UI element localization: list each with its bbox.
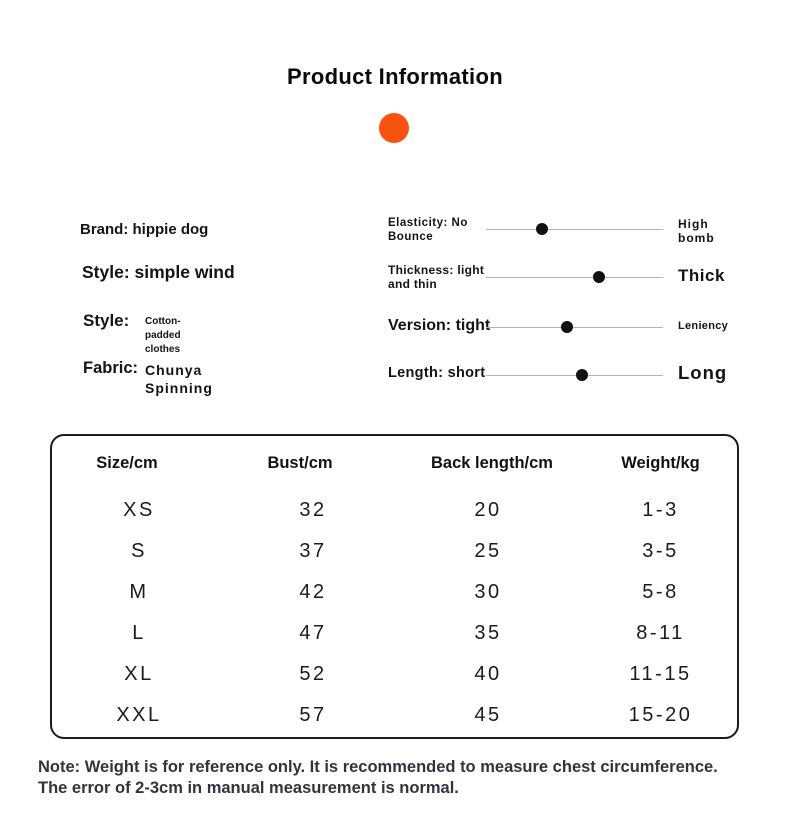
style-text: Style: simple wind: [82, 262, 235, 282]
slider-right-label: Thick: [678, 266, 725, 285]
table-cell: 37: [299, 540, 327, 562]
slider-row-thickness: Thickness: light and thin Thick: [388, 257, 750, 303]
column-header: Size/cm: [96, 453, 158, 472]
column-header: Weight/kg: [621, 453, 700, 472]
table-body: XS 32 20 1-3 S 37 25 3-5 M 42 30 5-8 L 47 35 8-11 XL 52 40…: [52, 490, 737, 736]
note-text: Note: Weight is for reference only. It i…: [38, 758, 718, 797]
style2-label: Style:: [83, 311, 130, 330]
table-cell: 40: [474, 663, 502, 685]
size-table: Size/cm Bust/cm Back length/cm Weight/kg XS…: [50, 434, 739, 739]
table-cell: M: [129, 581, 149, 603]
brand-text: Brand: hippie dog: [80, 221, 209, 238]
table-cell: 52: [299, 663, 327, 685]
table-cell: 35: [474, 622, 502, 644]
fabric-value: Chunya Spinning: [145, 362, 213, 396]
table-cell: XXL: [116, 704, 162, 726]
table-cell: XL: [124, 663, 154, 685]
style2-value: Cotton- padded clothes: [145, 316, 181, 355]
table-cell: 45: [474, 704, 502, 726]
page-title: Product Information: [287, 64, 503, 89]
slider-dot-icon: [535, 223, 548, 235]
slider-left-label: Version: tight: [388, 317, 491, 334]
table-cell: 15-20: [628, 704, 693, 726]
table-cell: S: [131, 540, 147, 562]
table-cell: 8-11: [636, 622, 685, 644]
table-cell: 47: [299, 622, 327, 644]
table-row: XL 52 40 11-15: [52, 654, 737, 695]
table-cell: 32: [299, 499, 327, 521]
table-header-row: Size/cm Bust/cm Back length/cm Weight/kg: [52, 436, 737, 490]
table-row: S 37 25 3-5: [52, 531, 737, 572]
slider-left-label: Length: short: [388, 365, 486, 381]
orange-dot-icon: [379, 113, 409, 143]
table-cell: XS: [123, 499, 155, 521]
slider-left-label: Thickness: light and thin: [388, 263, 485, 291]
table-cell: 5-8: [642, 581, 679, 603]
slider-right-label: Long: [678, 362, 728, 383]
slider-row-length: Length: short Long: [388, 357, 750, 403]
table-cell: 25: [474, 540, 502, 562]
slider-track: [486, 223, 663, 235]
slider-right-label: Leniency: [678, 320, 729, 332]
column-header: Back length/cm: [431, 453, 553, 472]
slider-dot-icon: [561, 321, 574, 333]
table-cell: L: [132, 622, 146, 644]
column-header: Bust/cm: [267, 453, 333, 472]
table-cell: 30: [474, 581, 502, 603]
fabric-label: Fabric:: [83, 359, 139, 377]
slider-row-elasticity: Elasticity: No Bounce High bomb: [388, 209, 750, 255]
table-cell: 1-3: [642, 499, 679, 521]
table-cell: 42: [299, 581, 327, 603]
slider-left-label: Elasticity: No Bounce: [388, 217, 468, 243]
slider-dot-icon: [575, 369, 588, 381]
table-row: XS 32 20 1-3: [52, 490, 737, 531]
slider-row-version: Version: tight Leniency: [388, 309, 750, 355]
table-cell: 3-5: [642, 540, 679, 562]
slider-dot-icon: [592, 271, 605, 283]
table-cell: 57: [299, 704, 327, 726]
slider-track: [486, 369, 663, 381]
table-row: L 47 35 8-11: [52, 613, 737, 654]
table-row: M 42 30 5-8: [52, 572, 737, 613]
slider-track: [486, 271, 663, 283]
slider-track: [486, 321, 663, 333]
table-cell: 11-15: [629, 663, 692, 685]
table-cell: 20: [474, 499, 502, 521]
slider-right-label: High bomb: [678, 217, 715, 245]
table-row: XXL 57 45 15-20: [52, 695, 737, 736]
